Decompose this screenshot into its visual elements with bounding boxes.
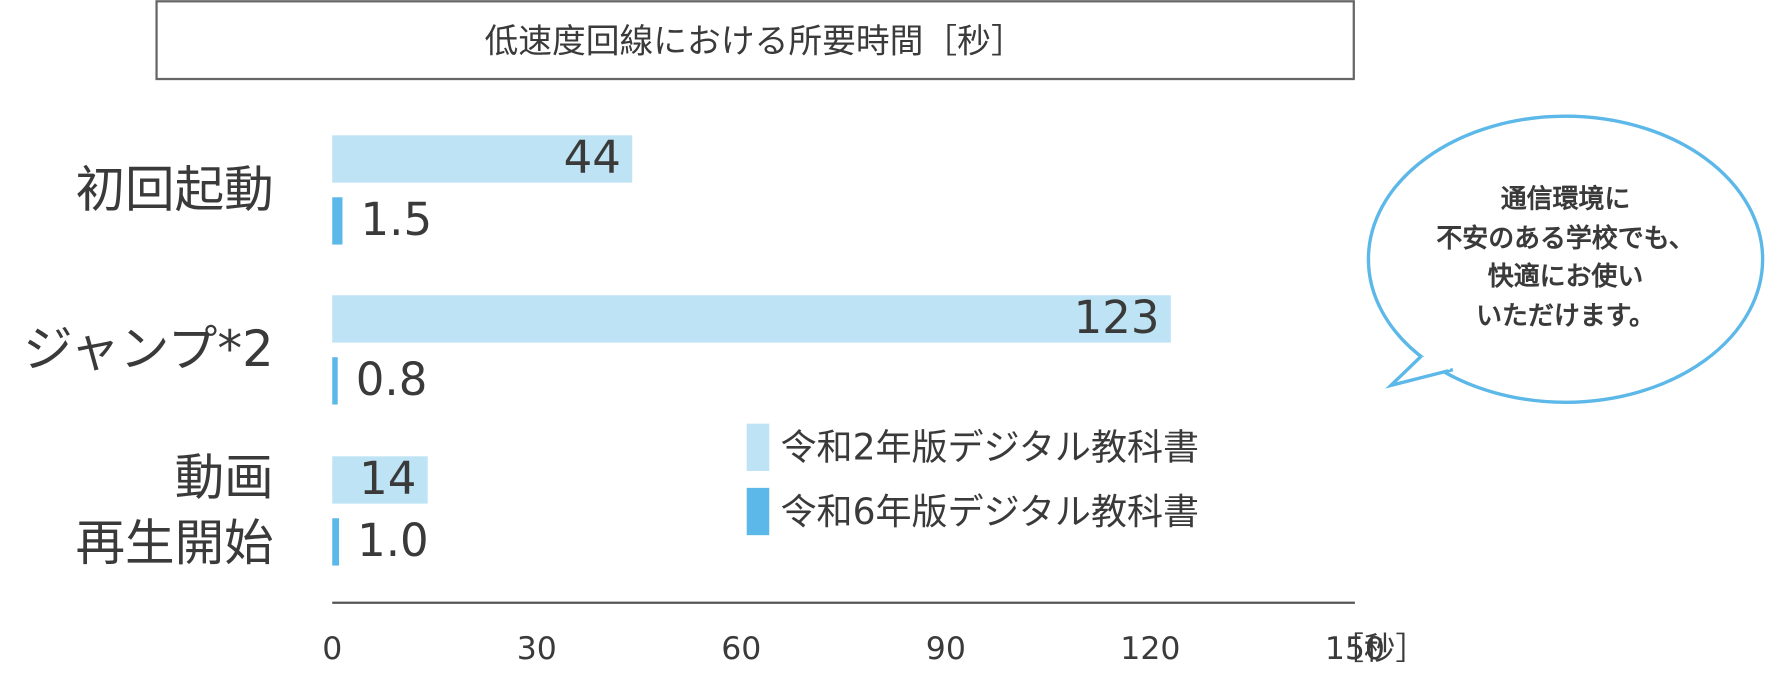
bar	[332, 518, 340, 566]
x-tick-label: 30	[517, 631, 557, 667]
x-tick-label: 150	[1325, 631, 1385, 667]
bar	[332, 456, 428, 504]
annotation: 通信環境に 不安のある学校でも、 快適にお使い いただけます。	[1436, 184, 1695, 331]
value-label: 14	[359, 452, 416, 505]
x-tick-label: 90	[926, 631, 966, 667]
x-tick-label: 120	[1120, 631, 1180, 667]
legend-swatch	[746, 423, 770, 471]
legend-label: 令和6年版デジタル教科書	[781, 492, 1200, 533]
category-label-box: 初回起動	[75, 160, 274, 219]
value-label: 0.8	[356, 353, 428, 406]
title-box	[155, 0, 1355, 81]
chart-title: 低速度回線における所要時間［秒］	[484, 21, 1024, 60]
y-tick-label: 初回起動	[75, 160, 274, 219]
value-label: 44	[564, 131, 621, 184]
legend-label: 令和2年版デジタル教科書	[781, 428, 1200, 469]
bar	[332, 295, 1171, 343]
bar	[332, 357, 338, 405]
value-label: 123	[1074, 291, 1160, 344]
category-label-box: ジャンプ*2	[23, 320, 274, 379]
x-unit-label: ［秒］	[1332, 631, 1427, 667]
x-tick-label: 0	[322, 631, 342, 667]
value-label: 1.5	[360, 193, 432, 246]
category-label-box: 動画 再生開始	[75, 449, 274, 572]
bar	[332, 197, 343, 245]
legend-swatch	[746, 487, 770, 536]
y-tick-label: 動画 再生開始	[75, 449, 274, 572]
value-label: 1.0	[357, 514, 429, 567]
bar	[332, 135, 633, 183]
y-tick-label: ジャンプ*2	[23, 320, 274, 379]
speech-bubble: 通信環境に 不安のある学校でも、 快適にお使い いただけます。	[1366, 114, 1765, 404]
x-tick-label: 60	[721, 631, 761, 667]
